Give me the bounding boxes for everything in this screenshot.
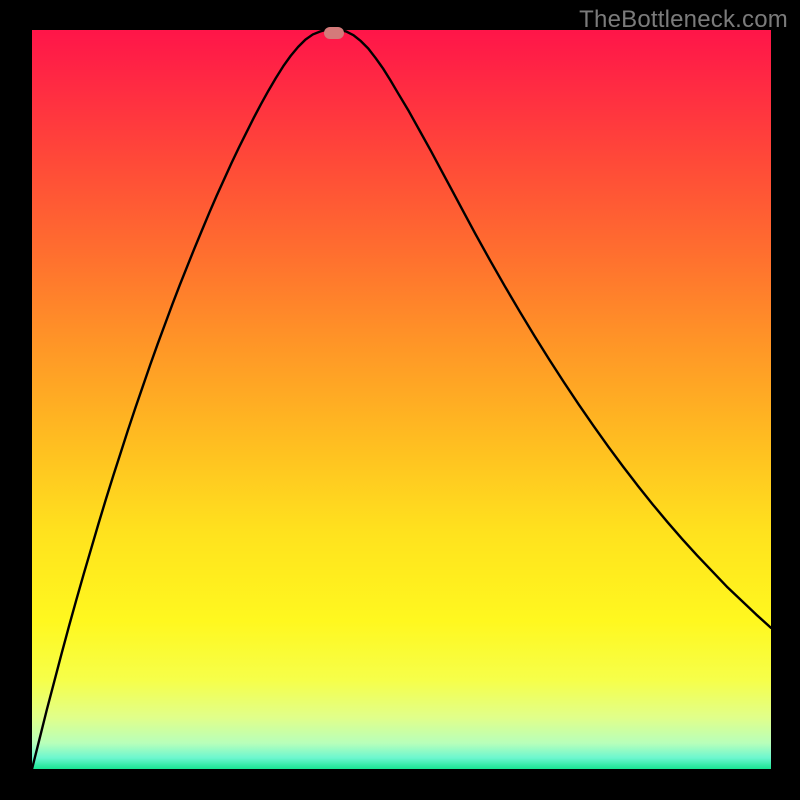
chart-stage: TheBottleneck.com [0,0,800,800]
watermark-text: TheBottleneck.com [579,6,788,34]
plot-frame [32,30,771,769]
curve-layer [32,30,771,769]
optimal-point-marker [324,27,344,39]
bottleneck-curve [32,30,771,769]
